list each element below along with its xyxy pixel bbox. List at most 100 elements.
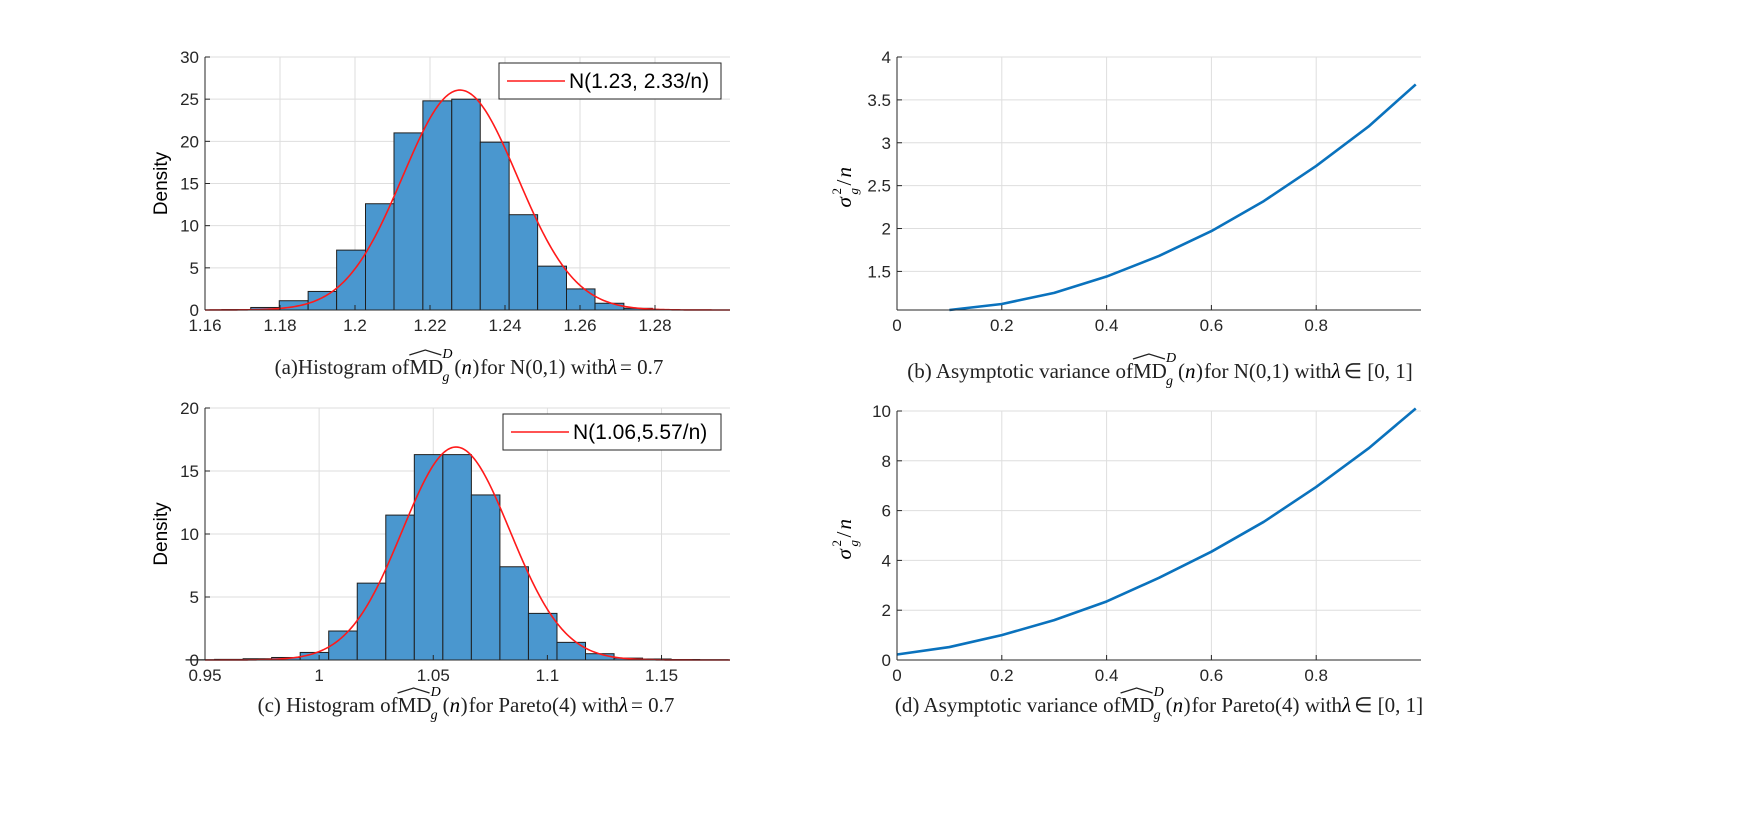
caption-mid: for Pareto(4) with [1192, 693, 1343, 717]
grid [896, 56, 1421, 310]
md-text: MD [1133, 359, 1167, 383]
x-tick-label: 0.8 [1304, 666, 1328, 685]
paren-close: ) [1196, 359, 1203, 383]
y-tick-label: 30 [180, 48, 199, 67]
normal-fit-curve [205, 89, 730, 311]
y-tick-label: 25 [180, 90, 199, 109]
normal-fit-curve [205, 446, 730, 661]
x-tick-label: 0 [892, 316, 901, 335]
hat-icon [397, 687, 430, 694]
superscript-d: D [441, 347, 452, 362]
square-superscript: 2 [829, 188, 844, 195]
histogram-bar [479, 141, 510, 311]
subscript-g: g [1166, 374, 1173, 389]
legend-label: N(1.23, 2.33/n) [569, 70, 709, 93]
y-tick-label: 3 [882, 134, 891, 153]
slash: / [832, 180, 856, 186]
histogram-panel: 1.16 1.18 1.2 1.22 1.24 1.26 1.28 0 5 10 15 20 25 30 D… [151, 48, 730, 335]
y-tick-label: 20 [180, 399, 199, 418]
hat-icon [1120, 687, 1153, 694]
caption-mid: for N(0,1) with [480, 355, 608, 379]
hat-icon [409, 349, 442, 356]
y-axis-label: σ2 g / n [829, 167, 861, 208]
caption-condition: ∈ [0, 1] [1354, 693, 1423, 717]
histogram-bar [566, 288, 596, 311]
histogram-bar [442, 454, 472, 661]
x-tick-label: 1.18 [263, 316, 296, 335]
md-text: MD [409, 355, 443, 379]
caption-lambda: λ [1341, 693, 1351, 717]
histogram-panel: 0.95 1 1.05 1.1 1.15 0 5 10 15 20 Density N(1.06,5.… [151, 399, 730, 685]
caption-prefix: (b) Asymptotic variance of [907, 359, 1133, 383]
histogram-bar [413, 454, 444, 661]
grid [896, 410, 1421, 661]
y-tick-label: 5 [190, 259, 199, 278]
variance-line [949, 83, 1417, 312]
histogram-bar [393, 132, 424, 311]
histogram-bar [499, 566, 529, 661]
y-tick-label: 2.5 [867, 177, 891, 196]
g-subscript: g [846, 540, 861, 547]
histogram-bar [307, 290, 338, 311]
legend: N(1.23, 2.33/n) [498, 62, 722, 100]
superscript-d: D [1153, 685, 1164, 700]
legend: N(1.06,5.57/n) [502, 413, 722, 451]
paren-close: ) [461, 693, 468, 717]
y-tick-label: 10 [180, 217, 199, 236]
g-subscript: g [846, 188, 861, 195]
histogram-bar [328, 630, 358, 661]
caption-prefix: (d) Asymptotic variance of [895, 693, 1121, 717]
x-tick-label: 0.2 [990, 316, 1014, 335]
paren-open: ( [454, 355, 461, 379]
paren-close: ) [472, 355, 479, 379]
square-superscript: 2 [829, 540, 844, 547]
y-axis-label: σ2 g / n [829, 519, 861, 560]
superscript-d: D [1165, 351, 1176, 366]
x-tick-label: 0.4 [1095, 666, 1119, 685]
y-tick-label: 4 [882, 48, 891, 67]
subscript-g: g [1154, 708, 1161, 723]
y-tick-label: 8 [882, 452, 891, 471]
histogram-bar [508, 214, 539, 311]
x-tick-label: 0.95 [188, 666, 221, 685]
sigma-symbol: σ [832, 548, 856, 560]
paren-open: ( [1178, 359, 1185, 383]
caption-mid: for Pareto(4) with [469, 693, 620, 717]
md-text: MD [1121, 693, 1155, 717]
caption-lambda: λ [618, 693, 628, 717]
y-tick-label: 15 [180, 462, 199, 481]
caption-prefix: (a)Histogram of [275, 355, 410, 379]
histogram-bar [594, 302, 625, 311]
y-tick-label: 2 [882, 601, 891, 620]
x-tick-label: 1.24 [488, 316, 521, 335]
n-var: n [1173, 693, 1184, 717]
x-tick-label: 1.16 [188, 316, 221, 335]
x-tick-label: 0.8 [1304, 316, 1328, 335]
x-tick-label: 1.1 [536, 666, 560, 685]
variance-line [896, 407, 1417, 656]
caption-condition: = 0.7 [620, 355, 663, 379]
x-tick-label: 1.26 [563, 316, 596, 335]
x-tick-label: 1.28 [638, 316, 671, 335]
caption-lambda: λ [607, 355, 617, 379]
paren-close: ) [1184, 693, 1191, 717]
n-symbol: n [832, 519, 856, 530]
caption-condition: = 0.7 [631, 693, 674, 717]
x-tick-label: 0.6 [1200, 666, 1224, 685]
paren-open: ( [443, 693, 450, 717]
y-tick-label: 1.5 [867, 262, 891, 281]
x-tick-label: 1.2 [343, 316, 367, 335]
histogram-bar [537, 265, 567, 311]
y-tick-label: 0 [190, 301, 199, 320]
histogram-bar [356, 582, 387, 661]
md-text: MD [398, 693, 432, 717]
histogram-bar [527, 612, 558, 661]
x-tick-label: 1 [314, 666, 323, 685]
